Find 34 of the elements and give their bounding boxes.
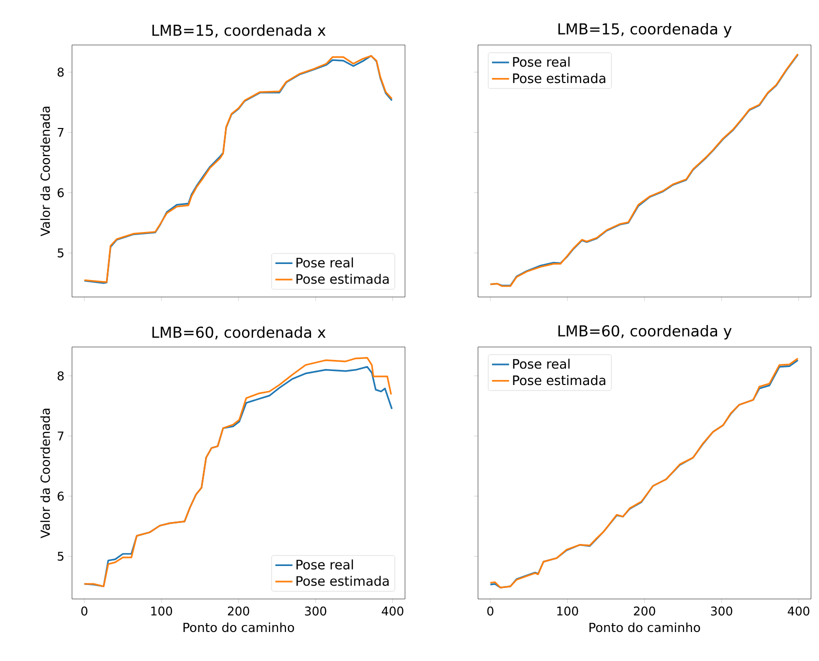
legend-label: Pose estimada	[513, 375, 606, 386]
x-tick-label: 0	[81, 606, 88, 616]
x-tick-label: 300	[305, 606, 326, 616]
y-tick-label: 5	[58, 248, 64, 258]
x-tick-label: 200	[228, 606, 250, 616]
x-tick-label: 200	[634, 606, 656, 616]
legend-label: Pose estimada	[513, 73, 606, 84]
y-tick-label: 6	[58, 492, 64, 501]
legend-label: Pose real	[296, 257, 353, 268]
chart-title: LMB=60, coordenada y	[558, 324, 732, 340]
y-tick-label: 8	[58, 371, 64, 380]
x-axis-title: Ponto do caminho	[590, 622, 700, 632]
y-tick-label: 8	[58, 68, 64, 77]
x-tick-label: 0	[487, 606, 494, 616]
x-tick-label: 300	[711, 606, 732, 616]
legend-label: Pose real	[513, 358, 570, 369]
chart-title: LMB=60, coordenada x	[152, 326, 326, 340]
x-tick-label: 400	[788, 606, 810, 616]
x-tick-label: 400	[382, 606, 404, 616]
legend-label: Pose estimada	[296, 576, 389, 586]
x-tick-label: 100	[151, 606, 172, 616]
y-axis-title: Valor da Coordenada	[40, 408, 50, 538]
x-tick-label: 100	[557, 606, 578, 616]
legend-label: Pose real	[513, 56, 570, 67]
y-axis-title: Valor da Coordenada	[40, 106, 50, 236]
x-axis-title: Ponto do caminho	[184, 622, 294, 632]
y-tick-label: 7	[58, 432, 64, 440]
chart-title: LMB=15, coordenada y	[558, 22, 732, 38]
y-tick-label: 7	[58, 128, 64, 137]
y-tick-label: 6	[58, 188, 64, 198]
y-tick-label: 5	[58, 552, 64, 561]
chart-title: LMB=15, coordenada x	[152, 24, 326, 38]
legend-label: Pose estimada	[296, 274, 389, 284]
legend-label: Pose real	[296, 559, 353, 570]
